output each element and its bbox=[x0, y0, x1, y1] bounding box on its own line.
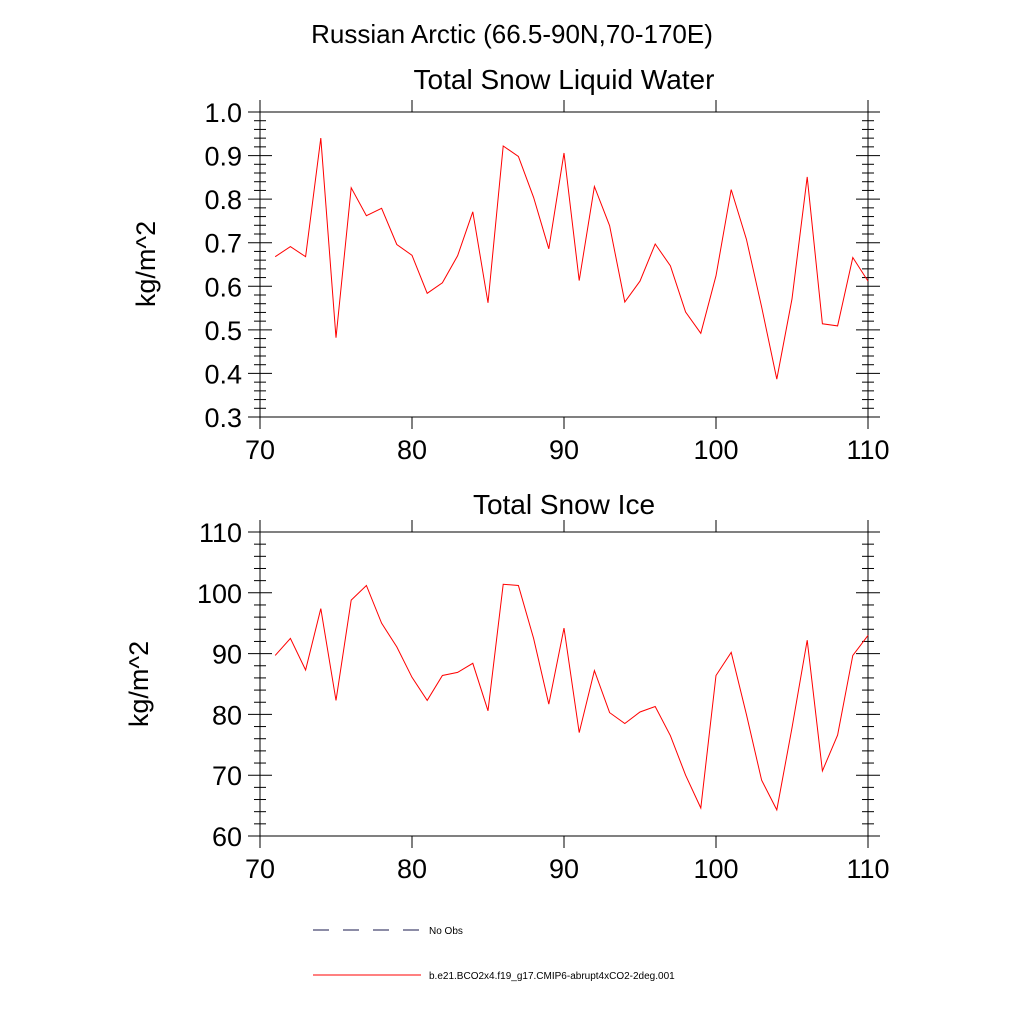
snow-liquid-water-x-tick-label: 70 bbox=[245, 435, 275, 465]
snow-ice-y-tick-label: 60 bbox=[212, 822, 242, 852]
snow-liquid-water-x-tick-label: 80 bbox=[397, 435, 427, 465]
snow-liquid-water-plot-frame bbox=[259, 111, 869, 418]
legend-label-no-obs: No Obs bbox=[429, 926, 463, 937]
snow-ice-plot-frame bbox=[259, 531, 869, 837]
legend-item-no-obs: No Obs bbox=[313, 926, 463, 937]
snow-liquid-water-x-tick-label: 90 bbox=[549, 435, 579, 465]
snow-liquid-water-ticks bbox=[248, 100, 880, 429]
snow-ice-x-tick-label: 90 bbox=[549, 854, 579, 884]
snow-liquid-water-y-tick-labels: 0.3 0.4 0.5 0.6 0.7 0.8 0.9 1.0 bbox=[204, 98, 242, 433]
figure-title: Russian Arctic (66.5-90N,70-170E) bbox=[311, 19, 713, 49]
snow-liquid-water-y-tick-label: 1.0 bbox=[204, 98, 242, 128]
snow-liquid-water-y-tick-label: 0.9 bbox=[204, 142, 242, 172]
snow-ice-ticks bbox=[248, 520, 880, 848]
snow-ice-y-tick-labels: 60 70 80 90 100 110 bbox=[197, 518, 242, 852]
snow-liquid-water-title: Total Snow Liquid Water bbox=[414, 64, 715, 95]
snow-ice-x-tick-label: 70 bbox=[245, 854, 275, 884]
snow-ice-y-tick-label: 110 bbox=[199, 518, 242, 548]
snow-liquid-water-y-axis-label: kg/m^2 bbox=[131, 221, 161, 307]
snow-liquid-water-panel: Total Snow Liquid Water 70 80 90 100 110 0.3… bbox=[131, 64, 890, 465]
snow-liquid-water-y-tick-label: 0.7 bbox=[204, 229, 242, 259]
snow-liquid-water-y-tick-label: 0.3 bbox=[204, 403, 242, 433]
snow-ice-panel: Total Snow Ice 70 80 90 100 110 607080901001… bbox=[124, 489, 890, 884]
snow-ice-y-axis-label: kg/m^2 bbox=[124, 641, 154, 727]
legend-label-model-run: b.e21.BCO2x4.f19_g17.CMIP6-abrupt4xCO2-2… bbox=[429, 971, 675, 982]
snow-ice-y-tick-label: 70 bbox=[212, 761, 242, 791]
snow-liquid-water-y-tick-label: 0.8 bbox=[204, 185, 242, 215]
legend-item-model-run: b.e21.BCO2x4.f19_g17.CMIP6-abrupt4xCO2-2… bbox=[313, 971, 675, 982]
snow-liquid-water-x-tick-label: 110 bbox=[846, 435, 889, 465]
snow-ice-y-tick-label: 100 bbox=[197, 579, 242, 609]
snow-ice-y-tick-label: 90 bbox=[212, 640, 242, 670]
snow-liquid-water-y-tick-label: 0.5 bbox=[204, 316, 242, 346]
snow-ice-series bbox=[274, 583, 869, 812]
snow-liquid-water-series bbox=[274, 138, 869, 380]
snow-ice-y-tick-label: 80 bbox=[212, 700, 242, 730]
snow-liquid-water-series-line bbox=[274, 138, 869, 380]
snow-liquid-water-y-tick-label: 0.4 bbox=[204, 359, 242, 389]
snow-ice-title: Total Snow Ice bbox=[473, 489, 655, 520]
snow-liquid-water-x-tick-label: 100 bbox=[693, 435, 738, 465]
snow-ice-x-tick-label: 110 bbox=[846, 854, 889, 884]
snow-ice-series-line bbox=[274, 583, 869, 812]
snow-ice-x-tick-label: 80 bbox=[397, 854, 427, 884]
snow-ice-x-tick-labels: 70 80 90 100 110 bbox=[245, 854, 890, 884]
snow-liquid-water-y-tick-label: 0.6 bbox=[204, 272, 242, 302]
legend: No Obs b.e21.BCO2x4.f19_g17.CMIP6-abrupt… bbox=[313, 926, 675, 982]
snow-ice-x-tick-label: 100 bbox=[693, 854, 738, 884]
snow-liquid-water-x-tick-labels: 70 80 90 100 110 bbox=[245, 435, 890, 465]
